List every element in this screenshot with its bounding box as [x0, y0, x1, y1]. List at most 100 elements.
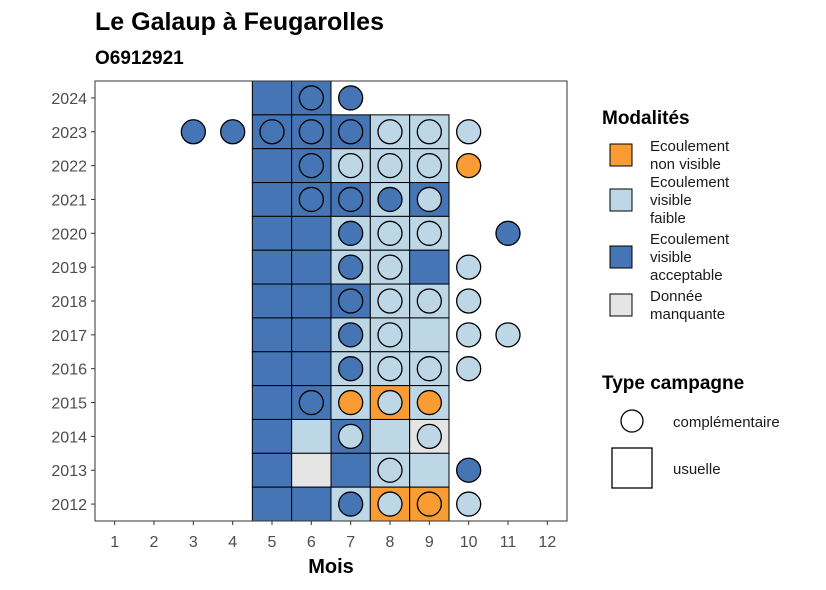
- y-tick-label: 2012: [51, 497, 87, 514]
- tile-2018-6: [291, 283, 332, 319]
- tile-2016-6: [291, 351, 332, 387]
- x-tick-label: 1: [110, 534, 119, 551]
- point-layer: [180, 85, 521, 517]
- point-2020-7: [338, 220, 364, 246]
- x-tick-label: 3: [189, 534, 198, 551]
- legend-campagne-title: Type campagne: [602, 373, 744, 394]
- point-2017-7: [338, 322, 364, 348]
- point-2015-6: [298, 389, 324, 416]
- tile-2013-6: [291, 452, 332, 488]
- tile-2014-5: [251, 418, 293, 454]
- point-2018-7: [338, 288, 364, 314]
- tile-2024-5: [251, 80, 293, 116]
- point-2021-8: [377, 186, 403, 213]
- point-2023-6: [298, 119, 324, 145]
- y-tick-label: 2020: [51, 226, 87, 243]
- point-2023-8: [377, 119, 403, 145]
- point-2012-10: [456, 491, 482, 517]
- legend-modalites-title: Modalités: [602, 108, 690, 129]
- legend-campagne: Type campagne complémentaire usuelle: [602, 373, 780, 489]
- x-tick-label: 5: [268, 534, 277, 551]
- legend-label-non_visible: Ecoulement: [650, 138, 730, 155]
- x-tick-label: 6: [307, 534, 316, 551]
- tile-2012-6: [291, 486, 332, 522]
- legend-label-manquante: manquante: [650, 306, 725, 323]
- point-2023-7: [338, 119, 364, 145]
- point-2024-6: [298, 85, 324, 111]
- point-2013-10: [456, 457, 482, 483]
- point-2016-10: [456, 356, 482, 382]
- legend-label-usuelle: usuelle: [673, 461, 721, 478]
- point-2017-11: [495, 322, 521, 348]
- point-2024-7: [338, 85, 364, 111]
- point-2014-9: [416, 423, 442, 450]
- point-2015-7: [338, 389, 364, 416]
- x-tick-label: 12: [538, 534, 556, 551]
- tile-2014-6: [291, 418, 332, 454]
- legend-key-circle: [620, 409, 644, 433]
- legend-label-visible_acceptable: visible: [650, 249, 692, 266]
- tile-2020-6: [291, 215, 332, 251]
- point-2023-10: [456, 119, 482, 145]
- x-axis-title: Mois: [308, 556, 354, 578]
- x-tick-label: 8: [386, 534, 395, 551]
- tile-2012-5: [251, 486, 293, 522]
- chart-title: Le Galaup à Feugarolles: [95, 8, 384, 36]
- tile-2019-6: [291, 249, 332, 285]
- point-2021-9: [416, 186, 442, 213]
- point-2018-8: [377, 288, 403, 314]
- x-tick-label: 4: [228, 534, 237, 551]
- point-2015-9: [416, 389, 442, 416]
- point-2020-11: [495, 220, 521, 246]
- y-tick-label: 2019: [51, 260, 87, 277]
- y-tick-label: 2018: [51, 294, 87, 311]
- tile-2016-5: [251, 351, 293, 387]
- point-2022-6: [298, 152, 324, 179]
- tile-2013-7: [330, 452, 371, 488]
- legend-label-visible_acceptable: acceptable: [650, 267, 723, 284]
- legend-label-manquante: Donnée: [650, 288, 703, 305]
- y-tick-label: 2017: [51, 328, 87, 345]
- x-tick-label: 9: [425, 534, 434, 551]
- legend-label-non_visible: non visible: [650, 156, 721, 173]
- x-tick-label: 2: [150, 534, 159, 551]
- point-2018-10: [456, 288, 482, 314]
- y-axis: 2012 2013 2014 2015 2016 2017 2018 2019 2020 2021…: [51, 91, 95, 514]
- point-2019-10: [456, 254, 482, 280]
- tile-2014-8: [369, 418, 411, 454]
- point-2012-7: [338, 491, 364, 517]
- tile-2013-9: [409, 452, 450, 488]
- point-2023-5: [259, 119, 285, 145]
- point-2016-7: [338, 356, 364, 382]
- legend-label-complementaire: complémentaire: [673, 414, 780, 431]
- legend-key-manquante: [609, 293, 633, 317]
- tile-2015-5: [251, 385, 293, 420]
- point-2023-9: [416, 119, 442, 145]
- legend-key-visible_acceptable: [609, 245, 633, 269]
- y-tick-label: 2021: [51, 192, 87, 209]
- y-tick-label: 2023: [51, 125, 87, 142]
- legend-key-non_visible: [609, 143, 633, 167]
- point-2021-7: [338, 186, 364, 213]
- point-2022-10: [456, 152, 482, 179]
- point-2016-9: [416, 356, 442, 382]
- y-tick-label: 2013: [51, 463, 87, 480]
- point-2018-9: [416, 288, 442, 314]
- y-tick-label: 2014: [51, 429, 87, 446]
- point-2012-9: [416, 491, 442, 517]
- tile-2013-5: [251, 452, 293, 488]
- y-tick-label: 2022: [51, 159, 87, 176]
- point-2022-9: [416, 152, 442, 179]
- tile-2017-6: [291, 317, 332, 353]
- x-tick-label: 10: [460, 534, 478, 551]
- tile-2017-5: [251, 317, 293, 353]
- legend-label-visible_faible: visible: [650, 192, 692, 209]
- tile-2017-9: [409, 317, 450, 353]
- y-tick-label: 2024: [51, 91, 87, 108]
- point-2021-6: [298, 186, 324, 213]
- point-2014-7: [338, 423, 364, 450]
- legend-label-visible_faible: Ecoulement: [650, 174, 730, 191]
- point-2017-10: [456, 322, 482, 348]
- legend-key-square: [611, 447, 653, 489]
